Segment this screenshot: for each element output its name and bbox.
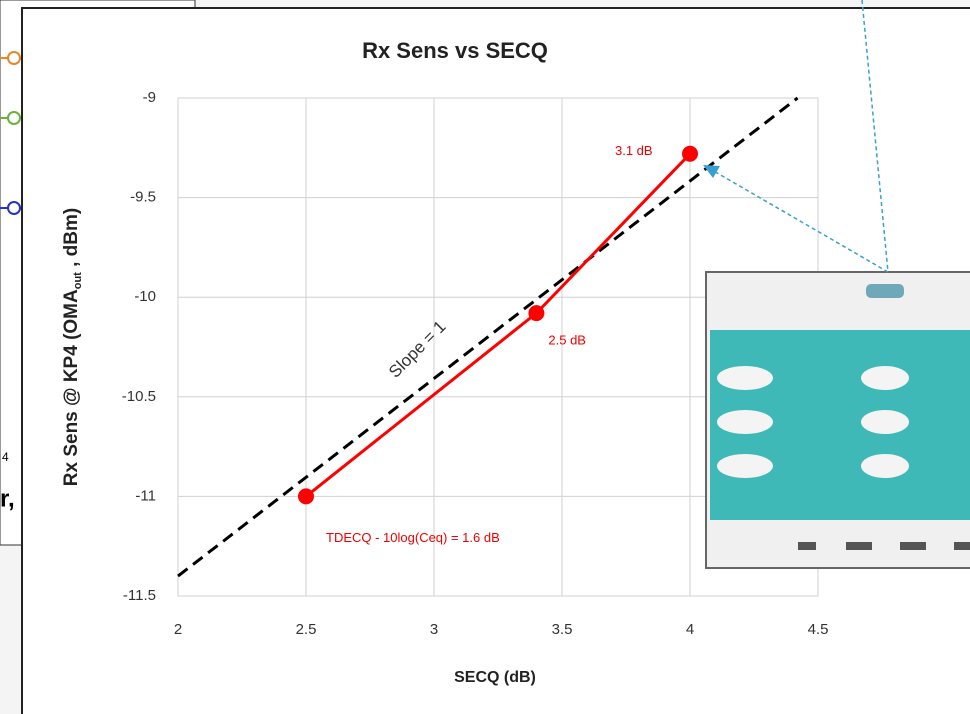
y-axis-label: Rx Sens @ KP4 (OMAout , dBm) [61, 208, 84, 486]
y-tick-label: -9 [143, 89, 156, 106]
y-tick-label: -11.5 [123, 587, 156, 604]
fragment-text: 4 [2, 450, 9, 464]
y-label-tail: , dBm) [61, 208, 82, 272]
x-tick-label: 2 [174, 621, 182, 638]
inset-tab [866, 284, 904, 298]
inset-button [846, 542, 872, 550]
y-label-main: Rx Sens @ KP4 (OMA [61, 289, 82, 486]
legend-marker [7, 111, 21, 125]
fragment-text: r, [0, 485, 15, 512]
arrow-head [703, 165, 720, 178]
y-tick-label: -10 [134, 288, 156, 305]
pointer-line [861, 0, 889, 273]
x-tick-label: 3.5 [552, 621, 573, 638]
y-tick-label: -9.5 [130, 189, 156, 206]
pointer-arrow [711, 169, 889, 273]
legend-marker [7, 201, 21, 215]
inset-button [954, 542, 970, 550]
inset-button [900, 542, 926, 550]
data-point [528, 305, 545, 322]
eye-opening [861, 454, 909, 478]
eye-diagram-inset [705, 271, 970, 569]
y-label-sub: out [72, 272, 84, 289]
data-point [298, 488, 314, 505]
data-point [682, 145, 698, 162]
eye-opening [861, 366, 909, 390]
x-tick-label: 4 [686, 621, 694, 638]
y-tick-label: -10.5 [122, 388, 156, 405]
x-tick-label: 2.5 [296, 621, 317, 638]
y-tick-label: -11 [135, 487, 156, 504]
eye-opening [717, 366, 773, 390]
x-axis-label: SECQ (dB) [454, 669, 536, 686]
x-tick-label: 4.5 [808, 621, 829, 638]
reference-line [177, 96, 799, 578]
annotation: TDECQ - 10log(Ceq) = 1.6 dB [326, 530, 500, 545]
chart-title: Rx Sens vs SECQ [362, 38, 548, 63]
eye-opening [717, 410, 773, 434]
eye-opening [861, 410, 909, 434]
annotation: 3.1 dB [615, 143, 653, 158]
inset-button [798, 542, 816, 550]
legend-marker [7, 51, 21, 65]
eye-opening [717, 454, 773, 478]
annotation: 2.5 dB [548, 333, 586, 348]
x-tick-label: 3 [430, 621, 438, 638]
